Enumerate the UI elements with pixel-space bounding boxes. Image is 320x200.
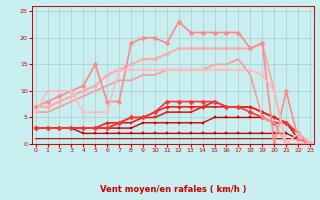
- Text: Vent moyen/en rafales ( km/h ): Vent moyen/en rafales ( km/h ): [100, 185, 246, 194]
